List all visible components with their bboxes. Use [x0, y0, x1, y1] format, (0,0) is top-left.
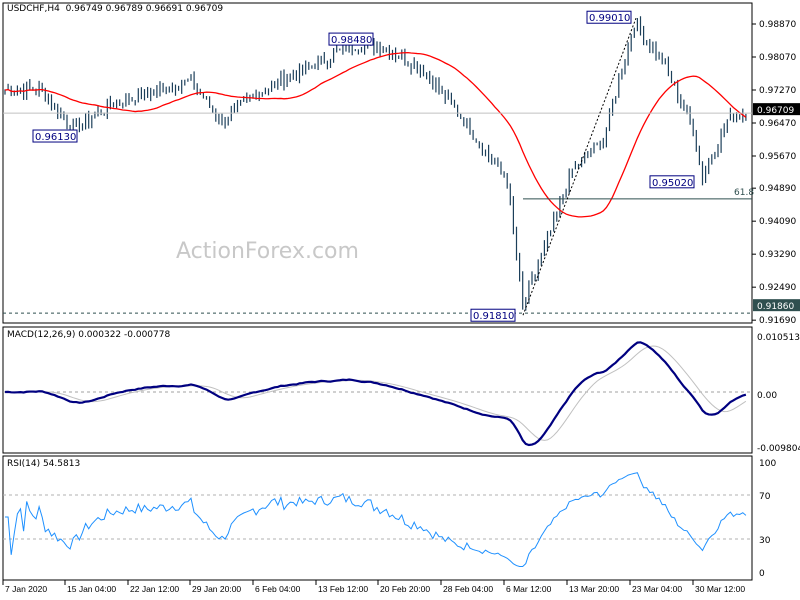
macd-tick-label: 0.010513 — [757, 333, 800, 343]
rsi-tick-label: 0 — [759, 569, 765, 579]
macd-panel-border — [2, 326, 753, 454]
macd-line — [4, 341, 747, 447]
price-label-box — [649, 175, 695, 189]
x-tick-label: 23 Mar 04:00 — [632, 584, 682, 594]
current-price-box — [753, 103, 800, 116]
high-value: 0.96789 — [105, 4, 143, 14]
watermark: ActionForex.com — [176, 239, 359, 264]
y-tick-label: 0.95670 — [759, 152, 796, 162]
x-tick-label: 7 Jan 2020 — [5, 584, 47, 594]
y-tick-label: 0.93290 — [759, 250, 796, 260]
macd-tick-label: 0.00 — [757, 391, 777, 401]
x-tick-label: 20 Feb 20:00 — [380, 584, 430, 594]
price-label: 0.95020 — [652, 178, 693, 189]
x-tick-label: 13 Mar 20:00 — [569, 584, 619, 594]
main-panel-border — [2, 2, 753, 324]
price-label: 0.91810 — [473, 311, 514, 322]
fibo-trend-line — [522, 18, 637, 316]
x-tick-label: 6 Mar 12:00 — [506, 584, 552, 594]
open-value: 0.96749 — [65, 4, 103, 14]
fibo-label: 61.8 — [734, 188, 754, 198]
macd-title: MACD(12,26,9) 0.000322 -0.000778 — [7, 330, 171, 340]
low-value: 0.96691 — [145, 4, 183, 14]
macd-signal-line — [4, 345, 747, 441]
moving-average-line — [4, 52, 747, 218]
x-tick-label: 22 Jan 12:00 — [130, 584, 179, 594]
x-tick-label: 15 Jan 04:00 — [67, 584, 116, 594]
y-tick-label: 0.91690 — [759, 316, 796, 326]
y-tick-label: 0.96470 — [759, 119, 796, 129]
current-price-label: 0.96709 — [757, 106, 794, 116]
price-label: 0.96130 — [35, 132, 76, 143]
x-tick-label: 29 Jan 20:00 — [192, 584, 241, 594]
symbol-title: USDCHF,H4 — [7, 4, 60, 14]
price-label-box — [470, 308, 516, 322]
symbol-header: USDCHF,H4 0.96749 0.96789 0.96691 0.9670… — [7, 4, 223, 14]
price-label-box — [328, 32, 374, 46]
rsi-tick-label: 30 — [759, 536, 771, 546]
x-tick-label: 30 Mar 12:00 — [695, 584, 745, 594]
support-price-box — [753, 299, 800, 312]
x-tick-label: 13 Feb 12:00 — [318, 584, 368, 594]
rsi-title: RSI(14) 54.5813 — [7, 459, 81, 469]
x-tick-label: 28 Feb 04:00 — [443, 584, 493, 594]
close-value: 0.96709 — [185, 4, 224, 14]
support-price-label: 0.91860 — [757, 302, 794, 312]
y-tick-label: 0.94090 — [759, 217, 796, 227]
price-label: 0.99010 — [589, 13, 630, 24]
x-tick-label: 6 Feb 04:00 — [255, 584, 301, 594]
y-tick-label: 0.92490 — [759, 283, 796, 293]
y-tick-label: 0.97270 — [759, 86, 796, 96]
y-tick-label: 0.98070 — [759, 53, 796, 63]
rsi-line — [5, 472, 747, 567]
price-label-box — [32, 129, 78, 143]
y-tick-label: 0.98870 — [759, 20, 796, 30]
rsi-tick-label: 70 — [759, 492, 771, 502]
rsi-panel-border — [2, 455, 753, 581]
price-label: 0.98480 — [331, 35, 372, 46]
macd-tick-label: -0.009804 — [757, 444, 800, 454]
price-label-box — [586, 10, 632, 24]
rsi-tick-label: 100 — [759, 459, 776, 469]
y-tick-label: 0.94890 — [759, 184, 796, 194]
